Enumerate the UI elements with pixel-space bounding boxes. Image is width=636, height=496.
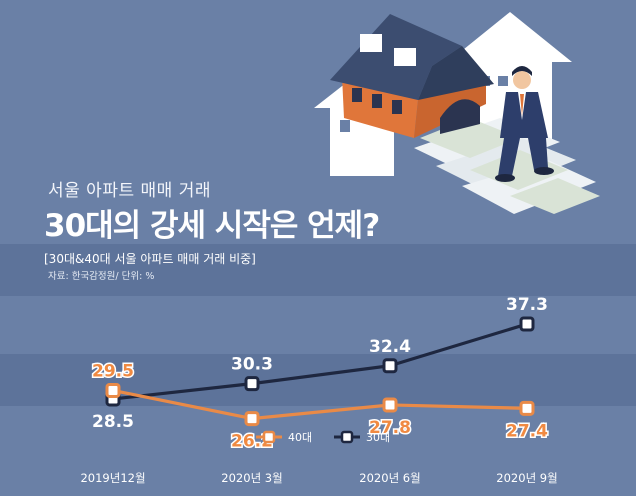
legend-marker-30s xyxy=(340,430,354,444)
x-tick-label: 2020년 9월 xyxy=(496,471,557,485)
line-chart: 28.530.332.437.329.526.227.8 27.4 2019년12… xyxy=(80,295,557,485)
data-point-40s xyxy=(244,411,260,427)
data-point-40s xyxy=(519,400,535,416)
data-label-30s: 32.4 xyxy=(369,337,411,357)
data-point-30s xyxy=(519,316,535,332)
data-label-30s: 30.3 xyxy=(231,355,273,375)
x-axis-labels: 2019년12월 2020년 3월 2020년 6월 2020년 9월 xyxy=(80,471,557,485)
series-40s xyxy=(105,382,535,427)
background-band-top xyxy=(0,244,636,296)
data-point-40s xyxy=(382,397,398,413)
series-line-40s xyxy=(112,388,528,421)
data-point-40s xyxy=(105,382,121,398)
x-tick-label: 2019년12월 xyxy=(80,471,145,485)
legend-label-30s: 30대 xyxy=(366,431,390,444)
businessman-icon xyxy=(495,66,554,182)
data-label-40s: 29.5 xyxy=(92,361,134,381)
legend: 40대 30대 xyxy=(256,430,390,444)
illustration xyxy=(314,12,600,214)
data-point-30s xyxy=(244,376,260,392)
data-label-40s: 27.8 xyxy=(369,418,411,438)
kicker-text: 서울 아파트 매매 거래 xyxy=(48,181,211,201)
house-icon xyxy=(330,14,494,138)
x-tick-label: 2020년 3월 xyxy=(221,471,282,485)
series-line-30s xyxy=(112,322,528,401)
series-30s xyxy=(105,316,535,407)
legend-label-40s: 40대 xyxy=(288,431,312,444)
data-label-30s: 37.3 xyxy=(506,295,548,315)
x-tick-label: 2020년 6월 xyxy=(359,471,420,485)
data-point-30s xyxy=(382,358,398,374)
page-title: 30대의 강세 시작은 언제? xyxy=(44,208,380,244)
data-label-30s: 28.5 xyxy=(92,412,134,432)
legend-marker-40s xyxy=(262,430,276,444)
data-label-40s: 27.4 xyxy=(506,421,548,441)
source-note: 자료: 한국감정원/ 단위: % xyxy=(48,271,155,282)
chart-subtitle: [30대&40대 서울 아파트 매매 거래 비중] xyxy=(44,252,256,266)
